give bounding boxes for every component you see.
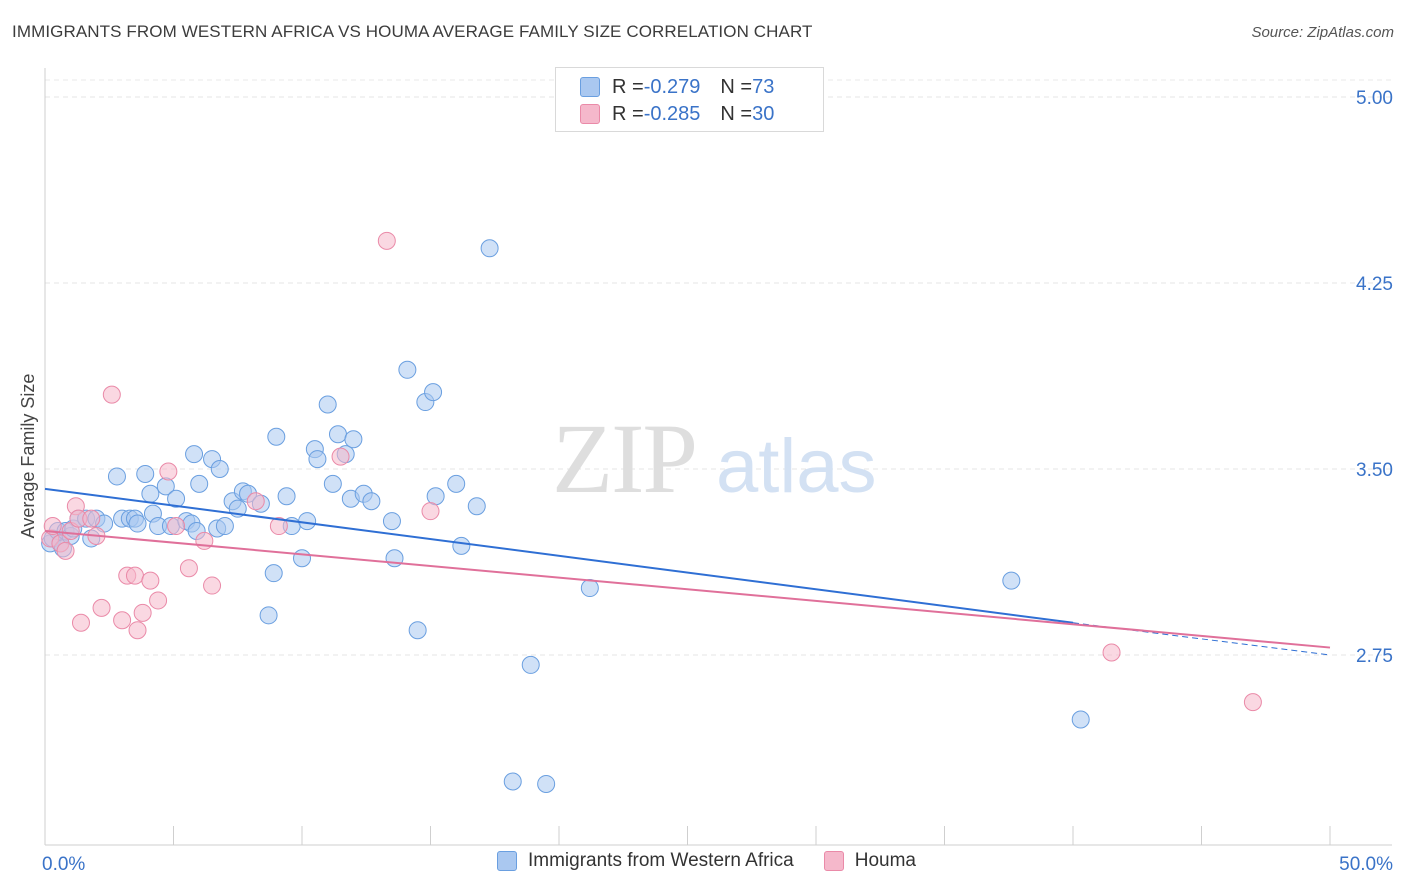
pink-point — [56, 541, 75, 560]
legend-n-value: 30 — [752, 102, 775, 125]
series-legend-item-blue: Immigrants from Western Africa — [497, 850, 794, 872]
legend-n-label: N = — [720, 75, 753, 98]
legend-n-value: 73 — [752, 75, 775, 98]
legend-swatch-blue — [580, 77, 600, 97]
blue-point — [298, 512, 317, 531]
pink-trend-line — [44, 530, 1331, 649]
blue-point — [521, 655, 540, 674]
pink-point — [82, 509, 101, 528]
blue-point — [267, 427, 286, 446]
pink-point — [102, 385, 121, 404]
blue-point — [277, 487, 296, 506]
blue-point — [328, 425, 347, 444]
pink-point — [43, 517, 62, 536]
legend-r-label: R = — [612, 102, 644, 125]
blue-point — [362, 492, 381, 511]
legend-row-pink: R = -0.285 N = 30 — [580, 100, 774, 128]
blue-point — [424, 383, 443, 402]
pink-point — [246, 492, 265, 511]
pink-point — [92, 598, 111, 617]
blue-point — [185, 445, 204, 464]
pink-point — [377, 231, 396, 250]
series-swatch-pink — [823, 851, 844, 871]
pink-point — [1102, 643, 1121, 662]
blue-point — [580, 579, 599, 598]
blue-point — [210, 460, 229, 478]
series-legend: Immigrants from Western Africa Houma — [497, 850, 946, 872]
pink-point — [141, 571, 160, 590]
x-tick-label: 50.0% — [1339, 854, 1393, 875]
y-tick-label: 3.50 — [1356, 460, 1393, 481]
blue-point — [293, 549, 311, 568]
blue-point — [215, 517, 234, 536]
y-tick-label: 2.75 — [1356, 646, 1393, 667]
blue-point — [107, 467, 126, 486]
pink-point — [179, 559, 198, 578]
blue-point — [259, 606, 278, 625]
pink-point — [149, 591, 168, 610]
blue-point — [408, 621, 427, 640]
series-label-pink: Houma — [854, 850, 916, 871]
watermark-atlas: atlas — [716, 424, 877, 509]
legend-n-label: N = — [720, 102, 753, 125]
legend-r-value: -0.279 — [643, 75, 701, 98]
blue-point — [308, 450, 327, 469]
legend-r-label: R = — [612, 75, 644, 98]
blue-point — [128, 514, 147, 533]
y-tick-label: 4.25 — [1356, 274, 1393, 295]
blue-point — [452, 536, 471, 555]
chart-title: IMMIGRANTS FROM WESTERN AFRICA VS HOUMA … — [12, 22, 813, 41]
pink-point — [1243, 693, 1262, 712]
pink-point — [71, 613, 90, 632]
blue-point — [398, 360, 417, 379]
pink-point — [125, 566, 144, 585]
y-axis-label: Average Family Size — [18, 374, 38, 539]
blue-point — [136, 464, 155, 483]
series-legend-item-pink: Houma — [823, 850, 916, 872]
pink-point — [269, 517, 288, 536]
blue-point — [323, 474, 342, 493]
series-swatch-blue — [497, 851, 517, 871]
pink-point — [159, 462, 178, 481]
blue-point — [1002, 571, 1021, 590]
pink-point — [331, 447, 350, 466]
pink-point — [113, 611, 132, 630]
correlation-legend: R = -0.279 N = 73 R = -0.285 N = 30 — [555, 67, 824, 132]
pink-point — [167, 517, 186, 536]
legend-r-value: -0.285 — [643, 102, 701, 125]
source-label: Source: ZipAtlas.com — [1251, 24, 1394, 41]
blue-point — [467, 497, 486, 516]
blue-point — [190, 474, 209, 493]
blue-point — [503, 772, 522, 791]
pink-point — [133, 603, 152, 622]
blue-point — [141, 484, 160, 503]
blue-point — [167, 489, 186, 508]
legend-swatch-pink — [580, 104, 600, 124]
legend-row-blue: R = -0.279 N = 73 — [580, 73, 774, 101]
series-label-blue: Immigrants from Western Africa — [528, 850, 794, 871]
blue-point — [382, 512, 401, 531]
watermark-zip: ZIP — [552, 403, 696, 514]
blue-point — [537, 774, 556, 793]
x-tick-label: 0.0% — [42, 854, 85, 875]
blue-point — [1071, 710, 1090, 729]
blue-point — [264, 564, 283, 583]
pink-point — [128, 621, 147, 640]
blue-point — [344, 430, 363, 449]
blue-point — [480, 239, 499, 258]
pink-point — [421, 502, 440, 521]
pink-point — [203, 576, 222, 595]
blue-point — [318, 395, 337, 414]
y-tick-label: 5.00 — [1356, 88, 1393, 109]
blue-point — [447, 474, 466, 493]
blue-trend-line — [44, 487, 1074, 624]
